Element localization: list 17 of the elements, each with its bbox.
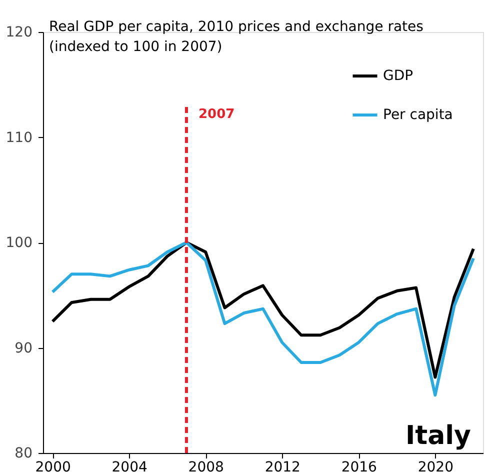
y-tick-label: 80 — [14, 446, 32, 462]
x-tick-label: 2012 — [264, 460, 300, 475]
x-tick-label: 2000 — [35, 460, 71, 475]
chart-title: Real GDP per capita, 2010 prices and exchange rates — [49, 19, 424, 35]
legend-label: GDP — [383, 68, 414, 84]
x-tick-label: 2016 — [341, 460, 378, 475]
y-tick-label: 110 — [6, 130, 32, 146]
ref-line-label: 2007 — [198, 107, 235, 122]
x-tick-label: 2020 — [418, 460, 454, 475]
y-tick-label: 90 — [14, 340, 32, 356]
text: (indexed to 100 in 2007) — [49, 39, 222, 55]
x-tick-label: 2004 — [112, 460, 148, 475]
y-tick-label: 120 — [6, 24, 32, 40]
legend-label: Per capita — [383, 107, 453, 123]
annotation: Italy — [405, 421, 472, 451]
x-tick-label: 2008 — [188, 460, 224, 475]
y-tick-label: 100 — [6, 235, 32, 251]
